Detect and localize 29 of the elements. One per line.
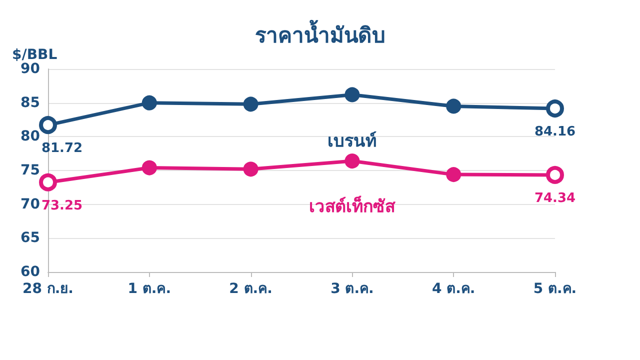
point xyxy=(446,98,462,114)
data-label: 73.25 xyxy=(41,198,83,214)
point xyxy=(344,87,360,102)
point xyxy=(243,96,258,112)
x-tick-label: 1 ต.ค. xyxy=(128,281,172,297)
x-tick-label: 4 ต.ค. xyxy=(432,281,476,297)
x-tick-label: 28 ก.ย. xyxy=(22,281,74,297)
y-tick-label: 65 xyxy=(20,230,40,246)
y-tick-label: 80 xyxy=(20,128,40,145)
y-tick-label: 70 xyxy=(20,196,40,212)
y-tick-label: 60 xyxy=(20,264,40,280)
point xyxy=(344,154,360,169)
data-label: 74.34 xyxy=(534,190,576,206)
series-label: เวสต์เท็กซัส xyxy=(309,194,396,218)
y-tick-label: 90 xyxy=(20,61,40,77)
point xyxy=(142,160,157,176)
point xyxy=(243,162,258,177)
x-tick-label: 5 ต.ค. xyxy=(533,281,577,297)
chart-title: ราคาน้ำมันดิบ xyxy=(255,20,385,48)
point xyxy=(446,167,462,182)
series-label: เบรนท์ xyxy=(328,130,377,152)
data-label: 81.72 xyxy=(41,141,83,156)
point xyxy=(142,95,157,110)
x-tick-label: 3 ต.ค. xyxy=(330,281,374,297)
data-label: 84.16 xyxy=(534,124,576,140)
y-tick-label: 85 xyxy=(20,94,40,111)
y-axis-title: $/BBL xyxy=(12,47,58,64)
x-tick-label: 2 ต.ค. xyxy=(229,281,272,297)
y-tick-label: 75 xyxy=(20,162,40,178)
